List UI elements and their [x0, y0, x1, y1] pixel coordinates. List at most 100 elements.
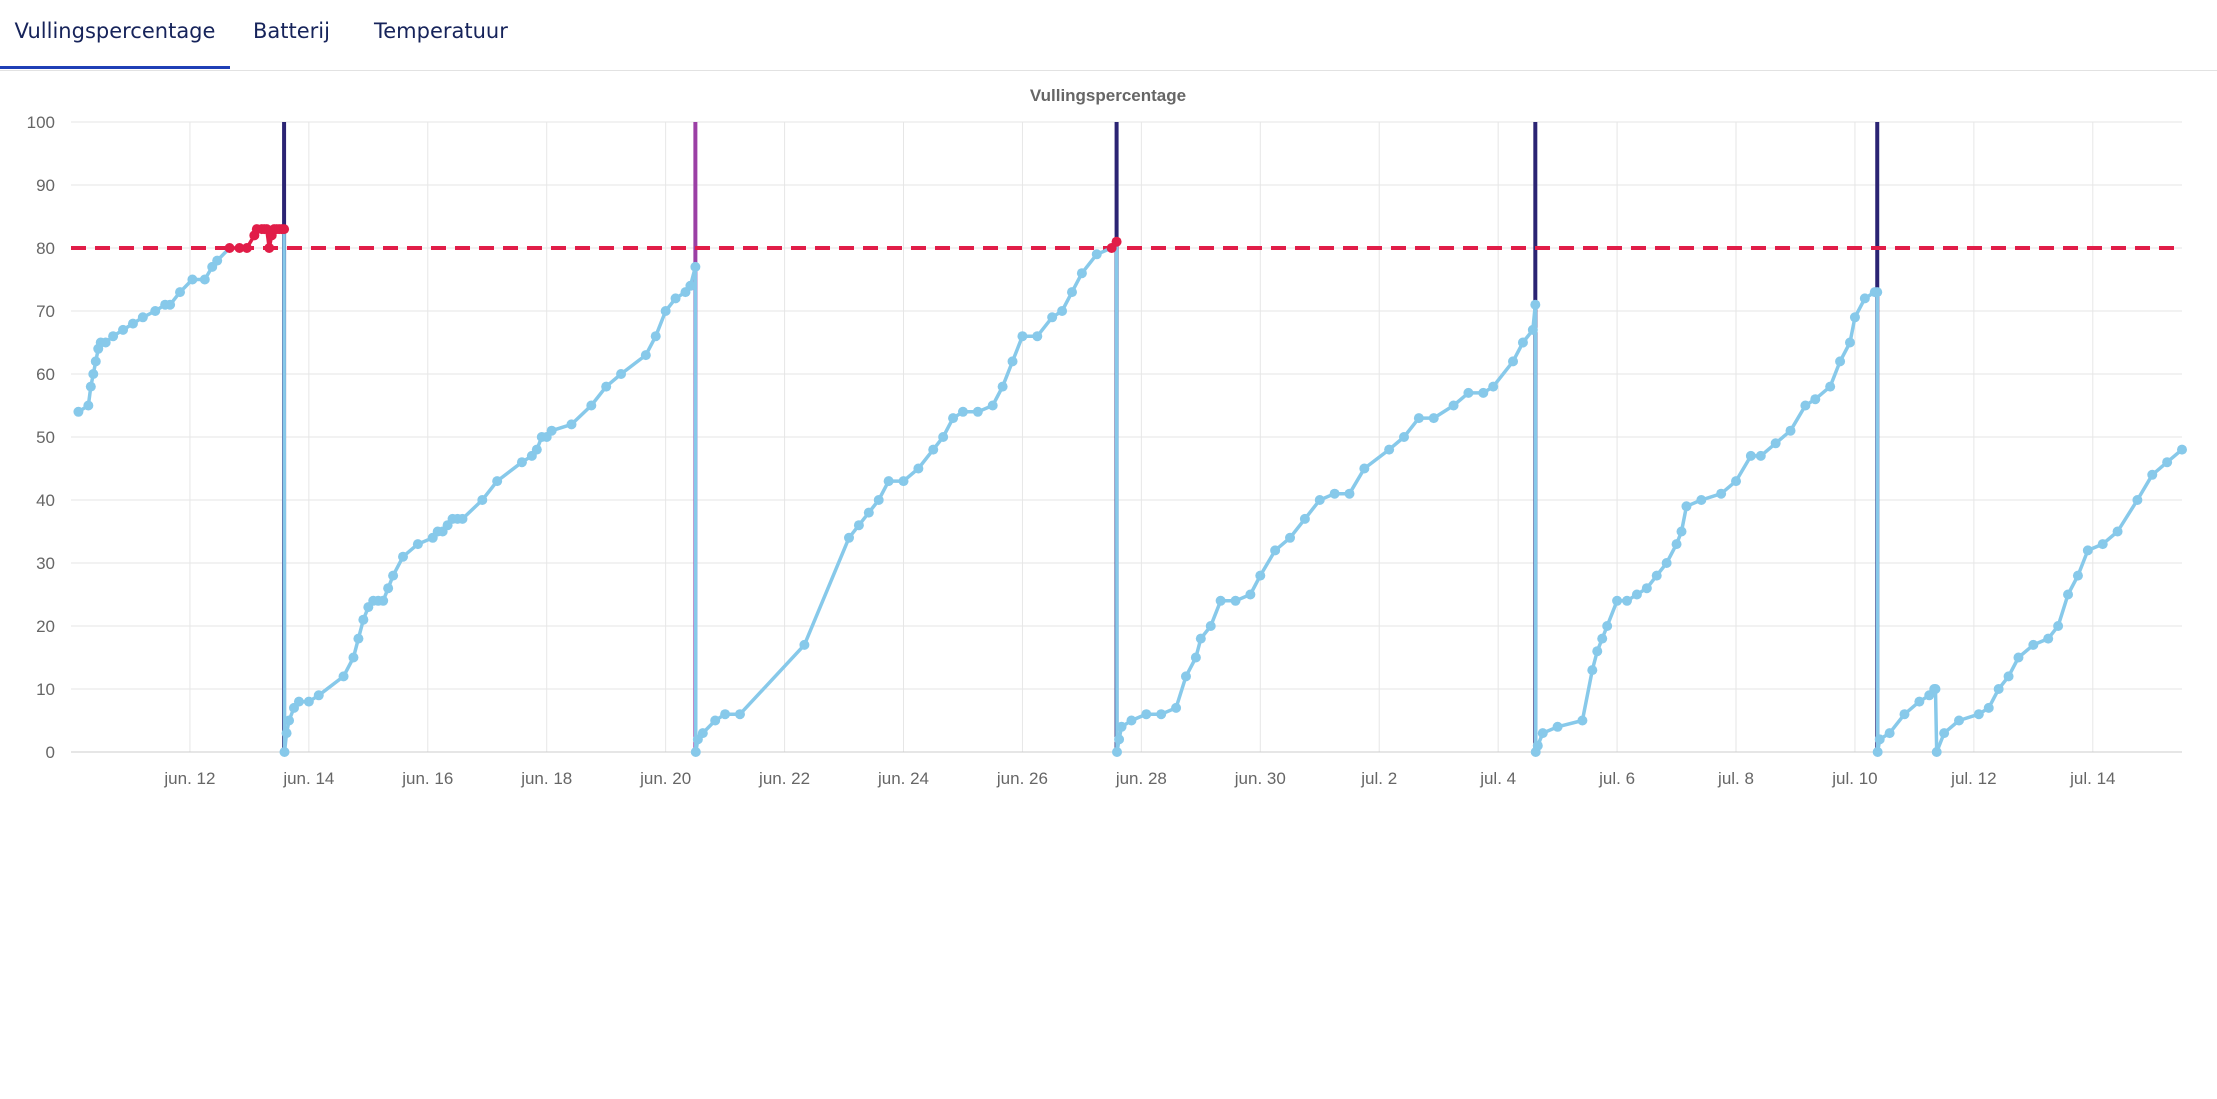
- series-segment: [495, 460, 524, 483]
- data-point: [1508, 356, 1519, 367]
- data-point: [546, 425, 557, 436]
- data-point: [1530, 299, 1541, 310]
- x-tick-label: jun. 18: [520, 769, 572, 788]
- data-point: [1057, 306, 1068, 316]
- data-point: [1111, 236, 1122, 247]
- data-point: [948, 413, 959, 424]
- data-point: [1874, 734, 1885, 745]
- tab-temperatuur[interactable]: Temperatuur: [374, 19, 508, 43]
- data-point: [348, 652, 359, 663]
- data-point: [1091, 249, 1102, 260]
- data-point: [303, 696, 314, 707]
- grid: [71, 121, 2182, 753]
- data-point: [670, 293, 681, 304]
- data-point: [1872, 747, 1883, 757]
- data-point: [690, 261, 701, 272]
- data-point: [1592, 646, 1603, 657]
- data-point: [1993, 684, 2004, 694]
- data-point: [1731, 476, 1742, 487]
- data-point: [987, 400, 998, 411]
- data-point: [1517, 337, 1528, 348]
- data-point: [224, 243, 235, 253]
- data-point: [1230, 595, 1241, 606]
- y-tick-label: 80: [36, 239, 55, 258]
- data-point: [799, 639, 810, 650]
- data-point: [1195, 633, 1206, 644]
- x-tick-label: jun. 14: [282, 769, 334, 788]
- data-point: [284, 715, 295, 726]
- data-point: [281, 728, 292, 739]
- y-tick-label: 0: [46, 743, 55, 762]
- data-point: [1032, 331, 1043, 342]
- data-point: [2003, 671, 2014, 682]
- data-point: [1696, 495, 1707, 505]
- y-tick-label: 60: [36, 365, 55, 384]
- x-tick-label: jul. 2: [1360, 769, 1397, 788]
- data-point: [1641, 583, 1652, 594]
- data-point: [1835, 356, 1846, 367]
- series-segment: [1580, 668, 1595, 723]
- data-point: [1114, 734, 1125, 745]
- data-point: [1314, 495, 1325, 505]
- tab-vullingspercentage[interactable]: Vullingspercentage: [0, 0, 230, 69]
- x-tick-label: jul. 14: [2069, 769, 2115, 788]
- data-point: [1884, 728, 1895, 739]
- data-point: [1587, 665, 1598, 676]
- data-point: [853, 520, 864, 531]
- tab-batterij[interactable]: Batterij: [253, 19, 330, 43]
- data-point: [175, 287, 186, 298]
- data-point: [734, 709, 745, 720]
- data-point: [1007, 356, 1018, 367]
- data-point: [2028, 639, 2039, 650]
- data-point: [2162, 457, 2173, 468]
- data-point: [412, 539, 423, 550]
- data-point: [601, 381, 612, 392]
- data-point: [913, 463, 924, 474]
- x-tick-label: jul. 12: [1950, 769, 1996, 788]
- series-segment: [1174, 674, 1188, 710]
- x-tick-label: jun. 26: [996, 769, 1048, 788]
- data-point: [1478, 387, 1489, 398]
- data-point: [1849, 312, 1860, 323]
- data-point: [1112, 747, 1123, 757]
- data-point: [293, 696, 304, 707]
- data-point: [1681, 501, 1692, 512]
- data-point: [685, 280, 696, 291]
- data-point: [883, 476, 894, 487]
- data-point: [1299, 513, 1310, 524]
- data-point: [88, 369, 99, 379]
- data-point: [2013, 652, 2024, 663]
- y-tick-label: 40: [36, 491, 55, 510]
- data-point: [1047, 312, 1058, 323]
- series-segment: [619, 353, 648, 376]
- data-point: [1285, 532, 1296, 543]
- data-point: [1532, 740, 1543, 751]
- series-segment: [2115, 498, 2140, 534]
- y-axis: 0 10 20 30 40 50 60 70 80 90 100: [27, 113, 55, 762]
- data-point: [313, 690, 324, 701]
- data-point: [1810, 394, 1821, 405]
- x-tick-label: jul. 4: [1479, 769, 1516, 788]
- data-point: [1428, 413, 1439, 424]
- data-point: [1844, 337, 1855, 348]
- data-point: [492, 476, 503, 487]
- data-point: [1126, 715, 1137, 726]
- data-point: [1066, 287, 1077, 298]
- data-point: [1116, 721, 1127, 732]
- data-point: [1914, 696, 1925, 707]
- data-point: [873, 495, 884, 505]
- data-point: [1676, 526, 1687, 537]
- data-point: [100, 337, 111, 348]
- data-point: [1651, 570, 1662, 581]
- data-point: [1939, 728, 1950, 739]
- data-point: [2177, 444, 2187, 455]
- data-point: [1716, 488, 1727, 499]
- data-point: [1255, 570, 1266, 581]
- data-point: [640, 350, 651, 361]
- y-tick-label: 90: [36, 176, 55, 195]
- data-point: [1671, 539, 1682, 550]
- series-segment: [802, 536, 851, 647]
- data-point: [660, 306, 671, 316]
- data-point: [353, 633, 364, 644]
- data-point: [388, 570, 399, 581]
